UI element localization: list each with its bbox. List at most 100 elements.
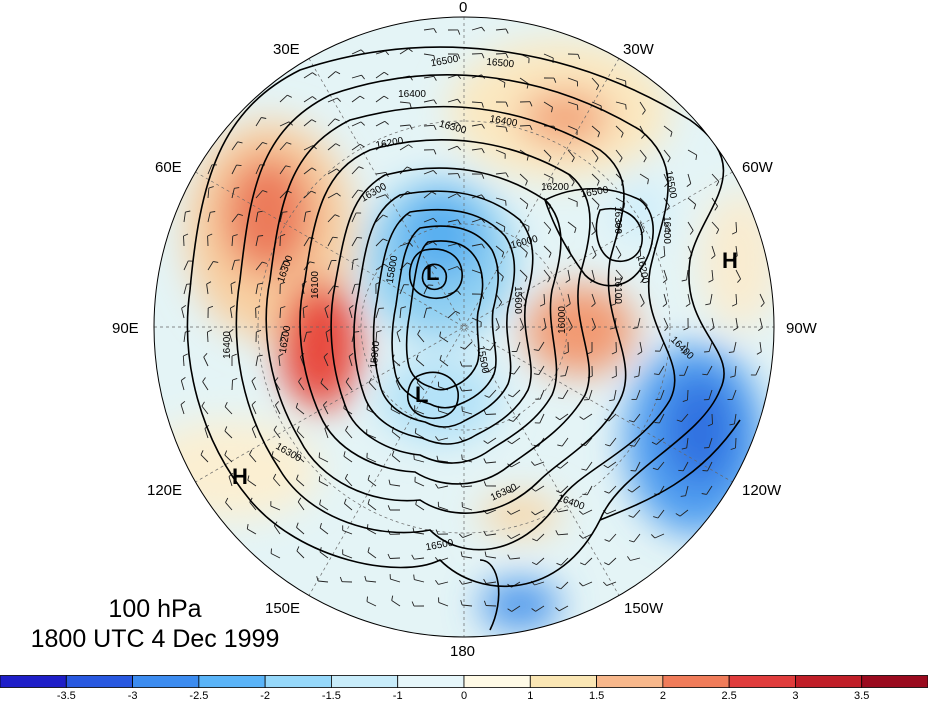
wind-barb-flag [411, 601, 415, 607]
wind-barb-flag [384, 120, 389, 125]
wind-barb [414, 579, 425, 583]
wind-barb-flag [707, 423, 713, 427]
wind-barb [633, 413, 641, 423]
wind-barb-flag [571, 181, 575, 187]
colorbar-swatch [331, 675, 399, 688]
wind-barb [296, 454, 305, 463]
wind-barb [591, 317, 597, 328]
wind-barb [183, 260, 189, 271]
wind-barb-flag [603, 464, 609, 469]
wind-barb-flag [203, 352, 208, 358]
wind-barb-flag [316, 576, 319, 582]
wind-barb-flag [714, 206, 718, 211]
wind-barb [615, 77, 626, 82]
colorbar-swatch [397, 675, 465, 688]
wind-barb [225, 502, 233, 511]
wind-barb [439, 359, 449, 367]
wind-barb-flag [339, 576, 343, 582]
wind-barb-flag [460, 346, 466, 350]
wind-barb [485, 413, 497, 415]
wind-barb-flag [296, 546, 300, 552]
wind-barb-flag [595, 157, 599, 163]
wind-barb-flag [555, 530, 559, 535]
wind-barb [231, 164, 237, 175]
wind-barb-flag [662, 303, 668, 307]
wind-barb [461, 389, 473, 392]
colorbar-tick-label: -3 [127, 690, 138, 702]
wind-barb [231, 188, 235, 199]
wind-barb-flag [364, 575, 367, 582]
wind-barb-flag [237, 213, 244, 216]
wind-barb [543, 293, 546, 305]
wind-barb [708, 389, 713, 400]
wind-barb-flag [643, 157, 647, 163]
wind-barb-flag [336, 97, 342, 102]
wind-barb [511, 605, 521, 612]
wind-barb [471, 148, 482, 151]
wind-barb [351, 260, 354, 271]
wind-barb [663, 245, 666, 257]
wind-barb-flag [359, 143, 365, 148]
contour-label: 16200 [375, 136, 405, 152]
wind-barb [512, 413, 521, 422]
wind-barb [639, 173, 649, 180]
wind-barb [368, 382, 377, 391]
wind-barb [303, 119, 312, 127]
wind-barb [711, 221, 720, 230]
colorbar-tick-label: -2 [260, 690, 270, 702]
wind-barb-flag [563, 351, 569, 355]
wind-barb-flag [681, 447, 687, 450]
wind-barb [685, 485, 689, 496]
wind-barb-flag [343, 498, 347, 504]
wind-barb [631, 485, 641, 493]
wind-barb-flag [181, 305, 187, 309]
wind-barb-flag [619, 277, 624, 283]
wind-barb-flag [539, 303, 545, 307]
wind-barb-flag [730, 447, 736, 450]
wind-barb [438, 485, 449, 489]
wind-barb-flag [682, 399, 688, 403]
wind-barb [639, 197, 648, 206]
wind-barb-flag [676, 419, 682, 423]
wind-barb [539, 413, 545, 424]
wind-barb [423, 75, 434, 79]
wind-barb-flag [483, 530, 487, 536]
wind-barb [375, 171, 386, 175]
wind-barb-flag [481, 26, 485, 32]
wind-barb-flag [525, 252, 528, 258]
wind-barb-flag [481, 102, 484, 108]
wind-barb [296, 550, 305, 559]
wind-barb [207, 261, 214, 271]
wind-barb-flag [457, 53, 461, 59]
contour-label: 16400 [661, 216, 672, 244]
wind-barb-flag [548, 229, 552, 235]
wind-barb-flag [531, 608, 536, 612]
wind-barb [591, 149, 599, 159]
colorbar-tick-label: 1 [527, 690, 534, 702]
wind-barb [423, 308, 428, 319]
wind-barb-flag [361, 74, 365, 80]
wind-barb-flag [408, 144, 413, 149]
wind-barb-flag [246, 524, 249, 530]
wind-barb-flag [334, 214, 340, 218]
wind-barb [345, 430, 353, 439]
wind-barb [615, 269, 623, 278]
wind-barb-flag [731, 303, 737, 307]
wind-barb-flag [578, 534, 584, 539]
wind-barb [559, 413, 569, 421]
wind-barb [303, 212, 307, 223]
wind-barb-flag [505, 101, 509, 107]
colorbar-tick-label: 3 [792, 690, 799, 702]
wind-barb [462, 555, 473, 559]
wind-barb [615, 245, 622, 255]
wind-barb-flag [457, 29, 461, 35]
wind-barb [663, 149, 671, 159]
wind-barb [606, 581, 617, 587]
wind-barb-flag [185, 210, 191, 213]
wind-barb-flag [701, 493, 707, 495]
wind-barb [561, 437, 569, 447]
wind-barb-flag [278, 353, 284, 357]
wind-barb [390, 578, 401, 583]
wind-barb [567, 221, 577, 229]
wind-barb-flag [683, 327, 689, 331]
